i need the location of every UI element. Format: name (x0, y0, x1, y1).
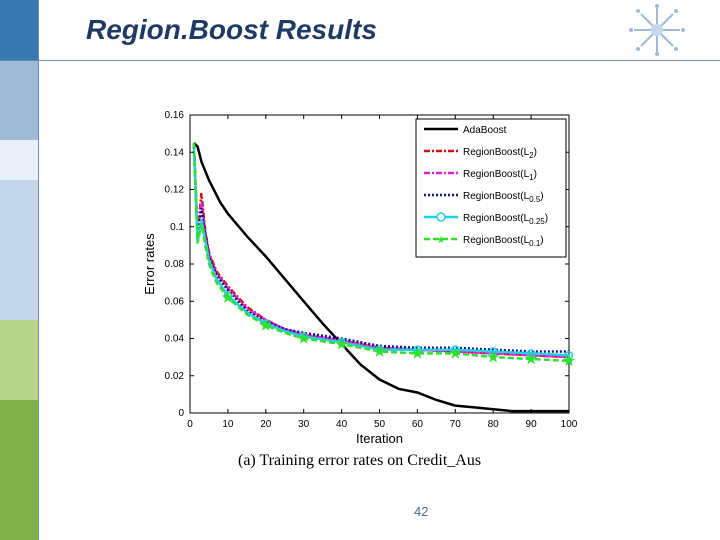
x-tick-label: 20 (260, 419, 272, 430)
legend-label-0: AdaBoost (463, 125, 507, 136)
series-point-5 (373, 344, 386, 357)
slide-title: Region.Boost Results (86, 14, 377, 45)
series-point-5 (221, 290, 235, 303)
band-block-light-1 (0, 60, 38, 140)
logo-icon (629, 4, 685, 56)
band-block-white (0, 140, 38, 180)
series-line-0 (192, 142, 569, 413)
x-tick-label: 90 (526, 419, 538, 430)
legend-box (415, 118, 567, 258)
x-tick-label: 80 (488, 419, 500, 430)
y-tick-label: 0.06 (165, 296, 185, 307)
y-tick-label: 0.14 (165, 147, 185, 158)
x-tick-label: 60 (412, 419, 424, 430)
header-rule (0, 60, 720, 61)
x-tick-label: 30 (298, 419, 310, 430)
band-block-lightgreen (0, 320, 38, 400)
legend-label-1: RegionBoost(L2) (463, 147, 537, 160)
x-tick-label: 100 (561, 419, 578, 430)
series-point-5 (297, 331, 310, 344)
y-tick-label: 0.16 (165, 110, 185, 121)
series-point-5 (486, 350, 500, 363)
series-point-5 (524, 352, 538, 365)
x-axis-label: Iteration (356, 431, 403, 446)
y-tick-label: 0.08 (165, 259, 185, 270)
series-point-5 (335, 337, 348, 350)
band-block-light-2 (0, 180, 38, 320)
page-number: 42 (414, 504, 429, 519)
series-point-5 (411, 346, 424, 359)
y-tick-label: 0 (178, 408, 184, 419)
y-tick-label: 0.1 (170, 222, 184, 233)
y-axis-label: Error rates (142, 233, 157, 295)
legend-label-5: RegionBoost(L0.1) (463, 235, 544, 248)
error-rate-chart: 0 10 20 30 40 50 60 70 80 90 100 0 0.02 0.04 0.06 0.08 0… (142, 110, 578, 446)
x-tick-label: 40 (336, 419, 348, 430)
y-tick-label: 0.02 (165, 371, 185, 382)
x-tick-label: 50 (374, 419, 386, 430)
chart-container: 0 10 20 30 40 50 60 70 80 90 100 0 0.02 0.04 0.06 0.08 0… (130, 98, 590, 478)
chart-caption: (a) Training error rates on Credit_Aus (238, 452, 482, 469)
legend-marker-4 (436, 212, 446, 222)
band-block-green (0, 400, 38, 540)
x-tick-label: 70 (450, 419, 462, 430)
left-rule (38, 0, 39, 540)
left-decor-band (0, 0, 38, 540)
x-tick-label: 0 (187, 419, 193, 430)
series-point-5 (449, 346, 462, 359)
x-tick-label: 10 (222, 419, 234, 430)
legend-label-2: RegionBoost(L1) (463, 169, 537, 182)
y-tick-label: 0.04 (165, 334, 185, 345)
series-point-5 (562, 354, 576, 367)
legend-label-3: RegionBoost(L0.5) (463, 191, 544, 204)
legend-marker-5: ★ (437, 235, 446, 246)
series-point-5 (259, 319, 273, 331)
series-line-5 (192, 142, 570, 363)
band-block-blue-top (0, 0, 38, 60)
legend-label-4: RegionBoost(L0.25) (463, 213, 548, 226)
y-tick-label: 0.12 (165, 185, 185, 196)
series-line-3 (192, 142, 569, 353)
